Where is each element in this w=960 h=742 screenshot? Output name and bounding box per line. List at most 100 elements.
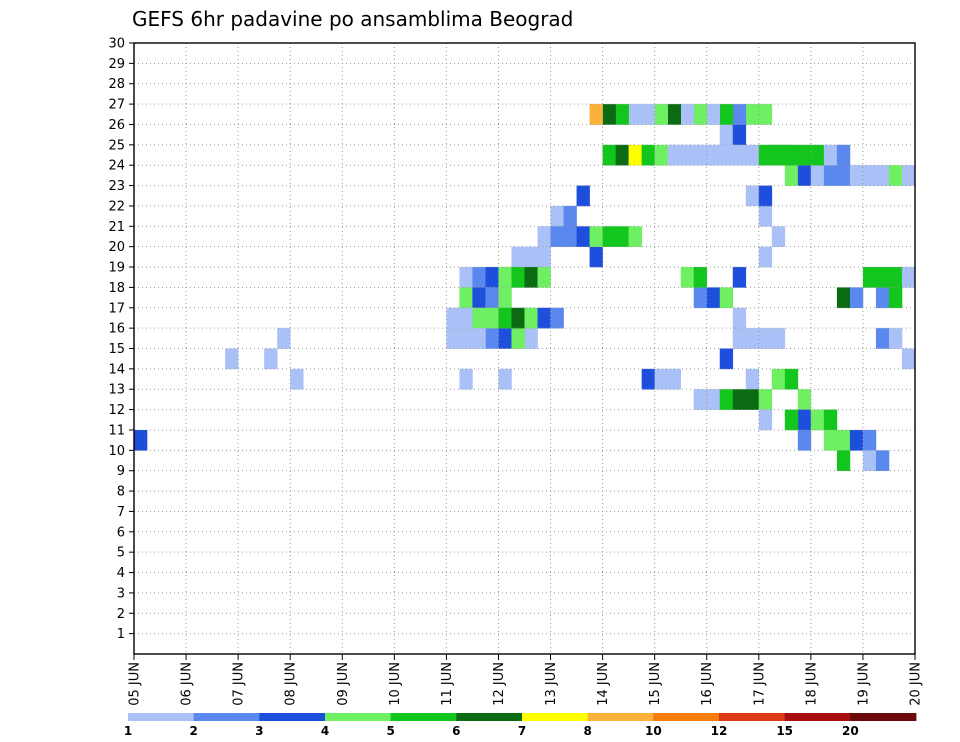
precip-cell (732, 267, 747, 288)
precip-cell (797, 144, 812, 166)
precip-cell (602, 144, 616, 166)
precip-cell (732, 104, 747, 125)
precip-cell (511, 246, 525, 268)
y-tick-label: 24 (108, 159, 125, 174)
precip-cell (849, 165, 864, 186)
precip-cell (680, 267, 695, 288)
precip-cell (485, 267, 499, 288)
colorbar-segment (390, 713, 457, 721)
x-tick-label: 09 JUN (336, 662, 351, 706)
precip-cell (576, 226, 590, 247)
x-tick-label: 05 JUN (128, 662, 143, 706)
precip-cell (719, 348, 734, 370)
colorbar-segment (719, 713, 786, 721)
y-tick-label: 27 (108, 98, 125, 113)
precip-cell (745, 368, 760, 390)
x-tick-label: 08 JUN (284, 662, 299, 706)
precip-cell (641, 144, 655, 166)
x-tick-label: 17 JUN (752, 662, 767, 706)
precip-cell (472, 328, 486, 349)
precip-cell (888, 165, 903, 186)
y-tick-label: 2 (117, 607, 125, 622)
precip-cell (563, 205, 577, 227)
precip-cell (732, 307, 747, 329)
precip-cell (875, 287, 890, 309)
precip-cell (862, 165, 877, 186)
colorbar-label: 12 (711, 724, 728, 738)
precip-cell (745, 185, 760, 207)
precip-cell (550, 226, 564, 247)
precip-cell (446, 307, 460, 329)
precip-cell (459, 267, 473, 288)
precip-cell (901, 267, 916, 288)
colorbar-label: 8 (583, 724, 591, 738)
y-tick-label: 11 (108, 423, 125, 438)
precip-cell (654, 368, 668, 390)
precip-cell (836, 450, 851, 471)
precip-cell (797, 165, 812, 186)
precip-cell (862, 429, 877, 451)
precip-cell (511, 328, 525, 349)
precip-cell (498, 307, 512, 329)
colorbar-label: 2 (189, 724, 197, 738)
precip-cell (784, 165, 799, 186)
precip-cell (563, 226, 577, 247)
precip-cell (849, 429, 864, 451)
precip-cell (459, 287, 473, 309)
precip-cell (745, 144, 760, 166)
precip-cell (823, 429, 838, 451)
precip-cell (706, 104, 721, 125)
precip-cell (511, 267, 525, 288)
colorbar-label: 20 (842, 724, 859, 738)
precip-cell (823, 165, 838, 186)
precip-cell (628, 226, 642, 247)
colorbar-segment (259, 713, 326, 721)
precip-cell (706, 389, 721, 410)
colorbar-label: 3 (255, 724, 263, 738)
y-tick-label: 22 (108, 199, 125, 214)
precip-cell (719, 104, 734, 125)
precip-cell (615, 104, 629, 125)
precip-cell (550, 205, 564, 227)
x-tick-label: 11 JUN (440, 662, 455, 706)
x-tick-label: 14 JUN (596, 662, 611, 706)
precip-cell (693, 144, 708, 166)
x-tick-label: 15 JUN (648, 662, 663, 706)
precip-cell (589, 226, 603, 247)
precip-cell (758, 389, 773, 410)
precip-cell (602, 226, 616, 247)
precip-cell (745, 328, 760, 349)
precip-cell (459, 307, 473, 329)
precip-cell (225, 348, 239, 370)
colorbar-label: 10 (645, 724, 662, 738)
precip-cell (537, 307, 551, 329)
precip-cell (693, 389, 708, 410)
colorbar-segment (653, 713, 720, 721)
precip-cell (511, 307, 525, 329)
precip-cell (836, 429, 851, 451)
precip-cell (485, 307, 499, 329)
precip-cell (589, 246, 603, 268)
precip-cell (797, 429, 812, 451)
precip-cell (615, 144, 629, 166)
y-tick-label: 16 (108, 322, 125, 337)
precip-cell (836, 144, 851, 166)
y-tick-label: 14 (108, 362, 125, 377)
precip-cell (732, 124, 747, 146)
precip-cell (797, 409, 812, 431)
precip-cell (758, 185, 773, 207)
y-tick-label: 10 (108, 444, 125, 459)
precip-cell (810, 165, 825, 186)
colorbar-label: 15 (776, 724, 793, 738)
precip-cell (459, 328, 473, 349)
precip-cell (810, 409, 825, 431)
precip-cell (823, 144, 838, 166)
precip-cell (498, 328, 512, 349)
colorbar-segment (193, 713, 260, 721)
precip-cell (628, 104, 642, 125)
precip-cell (784, 368, 799, 390)
x-tick-label: 18 JUN (804, 662, 819, 706)
y-tick-label: 1 (117, 627, 125, 642)
precip-cell (888, 287, 903, 309)
colorbar-label: 7 (518, 724, 526, 738)
